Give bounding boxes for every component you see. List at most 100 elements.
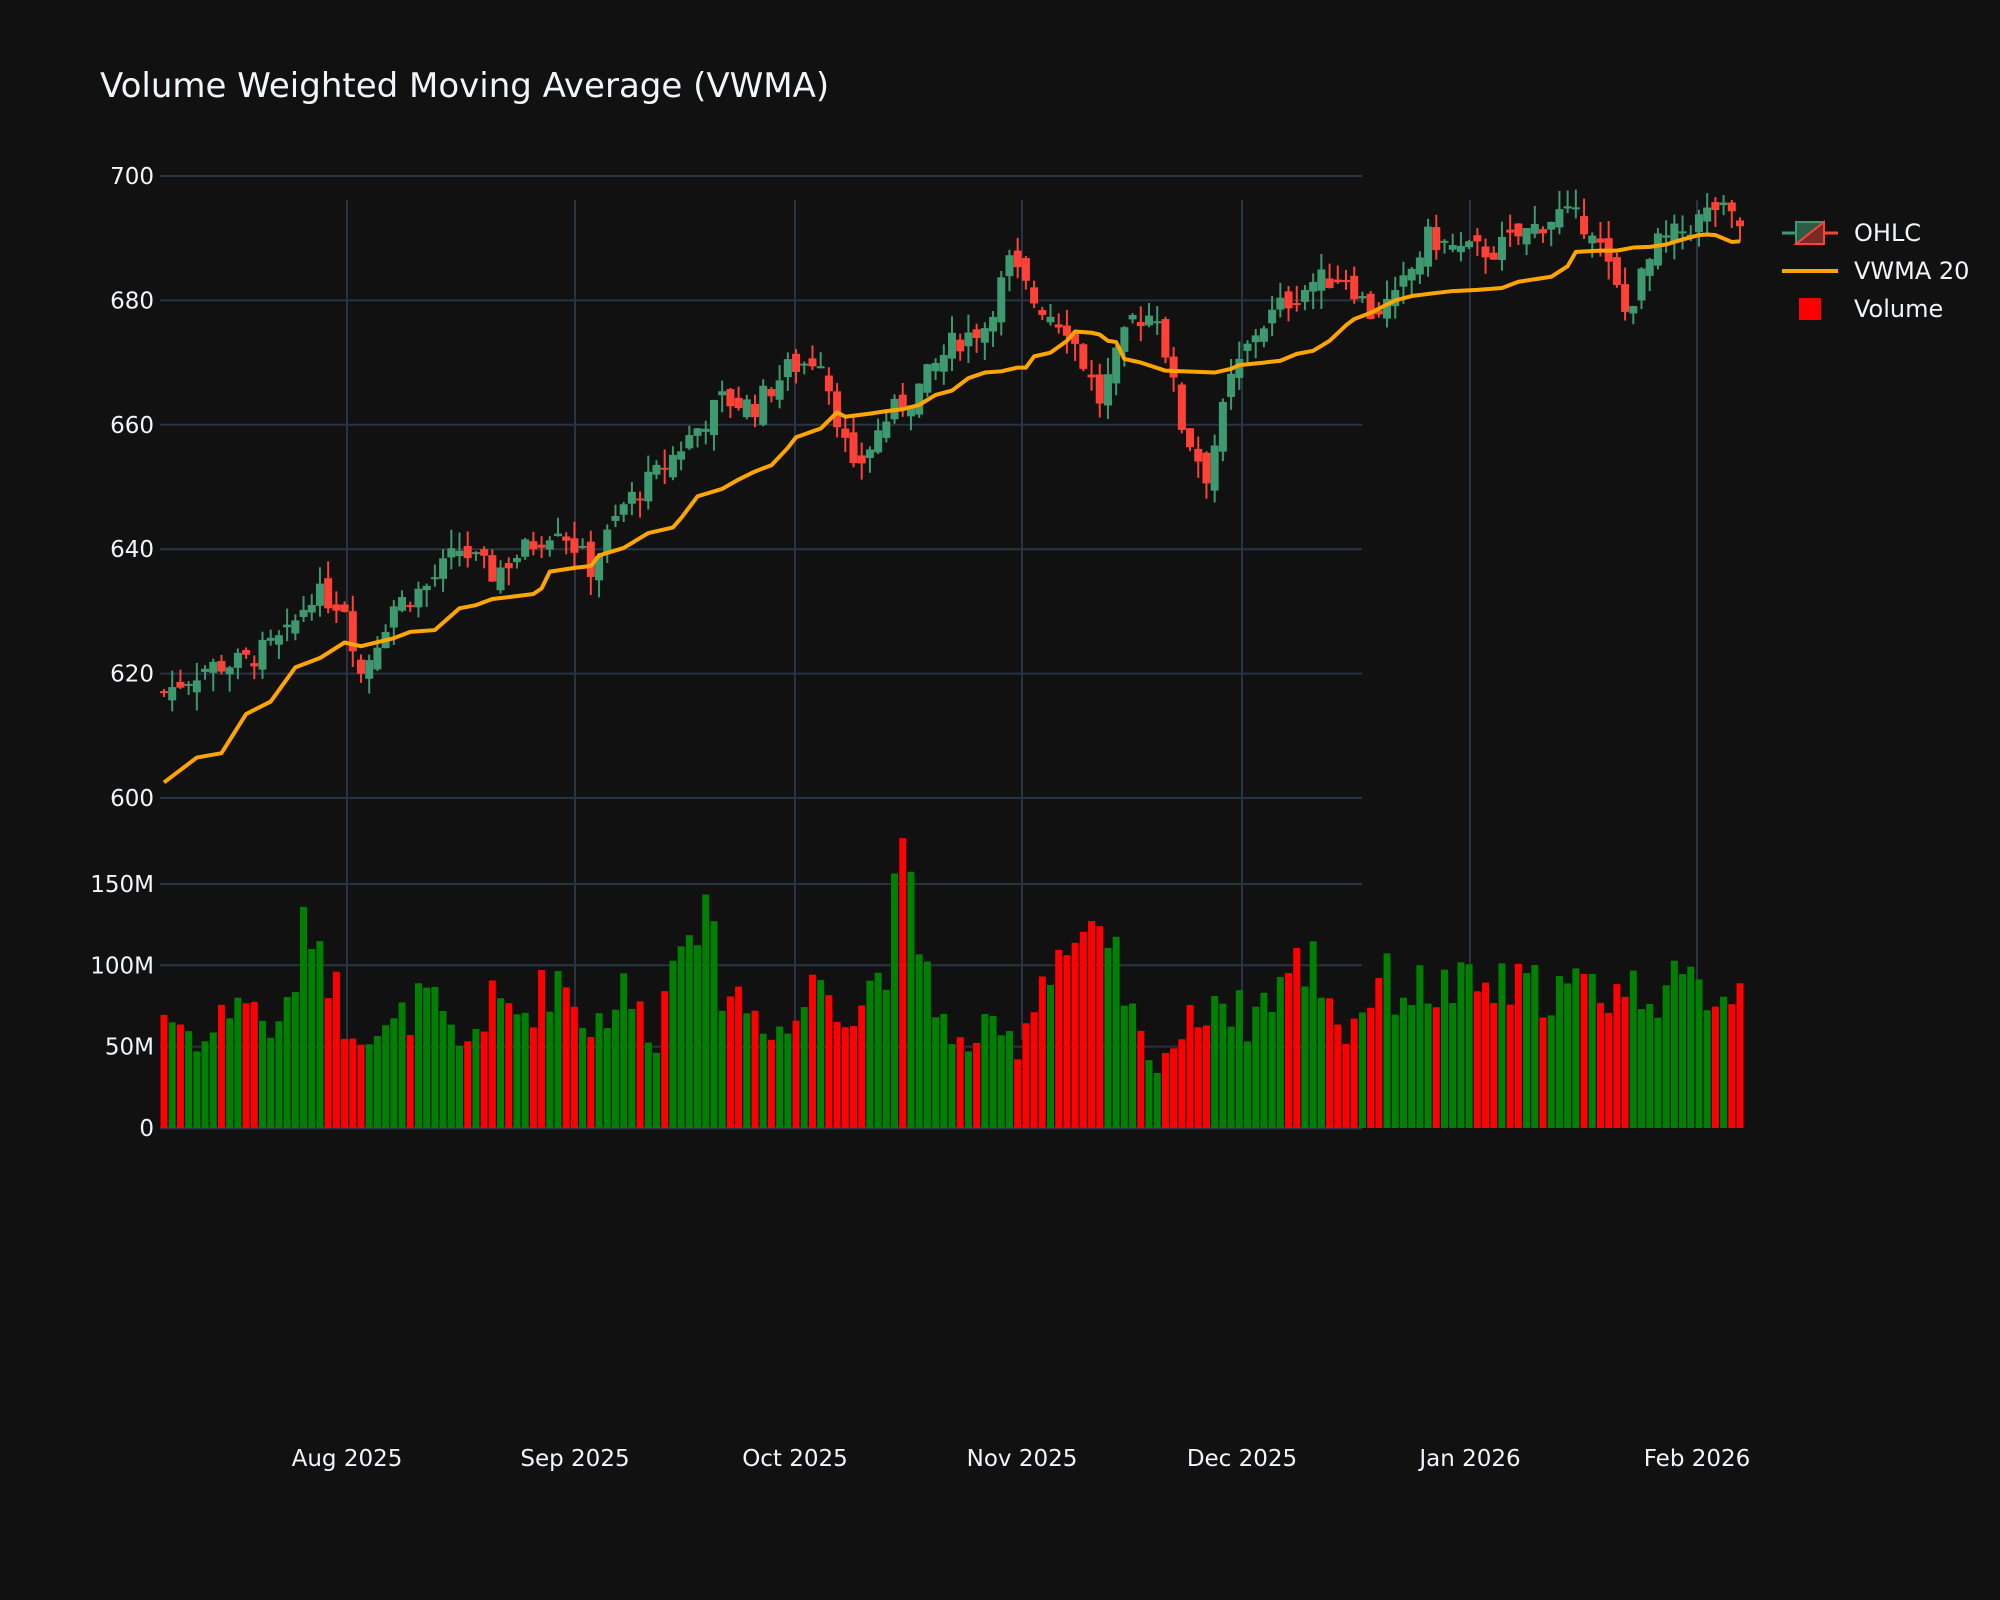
candle[interactable] xyxy=(1440,240,1449,243)
volume-bar[interactable] xyxy=(1063,955,1071,1128)
volume-bar[interactable] xyxy=(1498,963,1506,1128)
candle[interactable] xyxy=(1612,257,1621,286)
volume-bar[interactable] xyxy=(300,906,308,1128)
volume-bar[interactable] xyxy=(1211,996,1219,1128)
volume-bar[interactable] xyxy=(447,1024,455,1128)
volume-bar[interactable] xyxy=(1317,997,1325,1128)
candle[interactable] xyxy=(1637,268,1646,301)
volume-bar[interactable] xyxy=(767,1039,775,1128)
volume-bar[interactable] xyxy=(423,987,431,1128)
candle[interactable] xyxy=(455,550,464,557)
volume-bar[interactable] xyxy=(382,1025,390,1128)
candle[interactable] xyxy=(1571,207,1580,210)
volume-bar[interactable] xyxy=(751,1010,759,1128)
candle[interactable] xyxy=(939,354,948,372)
candle[interactable] xyxy=(1136,322,1145,327)
volume-bar[interactable] xyxy=(562,987,570,1128)
candle[interactable] xyxy=(603,529,612,553)
candle[interactable] xyxy=(430,577,439,580)
candle[interactable] xyxy=(529,541,538,550)
volume-bar[interactable] xyxy=(341,1038,349,1128)
volume-bar[interactable] xyxy=(291,991,299,1128)
volume-bar[interactable] xyxy=(513,1014,521,1128)
candle[interactable] xyxy=(250,663,259,667)
volume-bar[interactable] xyxy=(850,1026,857,1128)
volume-bar[interactable] xyxy=(201,1041,209,1128)
volume-bar[interactable] xyxy=(866,980,874,1128)
volume-bar[interactable] xyxy=(316,941,324,1128)
candle[interactable] xyxy=(1071,333,1080,344)
candle[interactable] xyxy=(742,399,751,418)
candle[interactable] xyxy=(1268,309,1277,324)
volume-bar[interactable] xyxy=(661,991,669,1128)
candle[interactable] xyxy=(201,668,210,672)
volume-bar[interactable] xyxy=(1014,1059,1022,1128)
volume-bar[interactable] xyxy=(1178,1039,1186,1128)
volume-bars[interactable] xyxy=(160,838,1744,1128)
candle[interactable] xyxy=(1530,223,1539,234)
volume-bar[interactable] xyxy=(1399,997,1407,1128)
volume-bar[interactable] xyxy=(841,1027,849,1128)
candle[interactable] xyxy=(923,364,932,393)
volume-bar[interactable] xyxy=(973,1042,981,1128)
volume-bar[interactable] xyxy=(1038,976,1046,1128)
candle[interactable] xyxy=(1563,206,1572,209)
candle[interactable] xyxy=(192,680,201,693)
candle[interactable] xyxy=(1062,325,1071,336)
volume-bar[interactable] xyxy=(464,1041,472,1128)
candle[interactable] xyxy=(997,277,1006,323)
volume-bar[interactable] xyxy=(1621,996,1629,1128)
volume-bar[interactable] xyxy=(1079,931,1087,1128)
volume-bar[interactable] xyxy=(1629,970,1637,1128)
candle[interactable] xyxy=(775,380,784,400)
volume-bar[interactable] xyxy=(1408,1005,1416,1128)
volume-bar[interactable] xyxy=(1490,1002,1498,1128)
volume-bar[interactable] xyxy=(546,1011,554,1128)
candle[interactable] xyxy=(1046,316,1055,323)
candle[interactable] xyxy=(291,620,300,634)
volume-bar[interactable] xyxy=(1514,963,1522,1128)
candle[interactable] xyxy=(504,563,513,569)
candle[interactable] xyxy=(906,405,915,417)
volume-bar[interactable] xyxy=(1441,969,1448,1128)
candle[interactable] xyxy=(496,567,505,591)
candle[interactable] xyxy=(824,375,833,392)
volume-bar[interactable] xyxy=(1588,973,1596,1128)
candle[interactable] xyxy=(1481,246,1490,258)
volume-bar[interactable] xyxy=(1022,1023,1030,1128)
candle[interactable] xyxy=(1465,241,1474,248)
volume-bar[interactable] xyxy=(1202,1025,1210,1128)
candle[interactable] xyxy=(956,339,965,352)
candle[interactable] xyxy=(1292,303,1301,306)
candle[interactable] xyxy=(980,328,989,343)
candle[interactable] xyxy=(1309,282,1318,292)
volume-bar[interactable] xyxy=(1711,1006,1719,1128)
volume-bar[interactable] xyxy=(431,986,439,1128)
candle[interactable] xyxy=(1030,287,1039,304)
candle[interactable] xyxy=(1366,293,1375,319)
candle[interactable] xyxy=(1038,309,1047,315)
candle[interactable] xyxy=(225,667,234,675)
volume-bar[interactable] xyxy=(997,1035,1005,1128)
volume-bar[interactable] xyxy=(603,1028,611,1128)
volume-bar[interactable] xyxy=(899,838,907,1128)
candle[interactable] xyxy=(1317,269,1326,291)
candle[interactable] xyxy=(1522,228,1531,245)
volume-bar[interactable] xyxy=(160,1014,168,1128)
volume-bar[interactable] xyxy=(981,1014,989,1128)
candle[interactable] xyxy=(1678,231,1687,234)
candle[interactable] xyxy=(1547,221,1556,230)
candle[interactable] xyxy=(1251,335,1260,343)
candle[interactable] xyxy=(1210,445,1219,491)
candle[interactable] xyxy=(160,691,168,694)
volume-bar[interactable] xyxy=(1005,1031,1013,1128)
candle[interactable] xyxy=(1342,280,1350,283)
volume-bar[interactable] xyxy=(1383,953,1391,1128)
volume-bar[interactable] xyxy=(1547,1015,1555,1128)
volume-bar[interactable] xyxy=(1432,1007,1440,1128)
candle[interactable] xyxy=(915,383,924,415)
candle[interactable] xyxy=(422,585,431,591)
candle[interactable] xyxy=(357,659,365,674)
volume-bar[interactable] xyxy=(357,1044,365,1128)
volume-bar[interactable] xyxy=(1539,1017,1547,1128)
